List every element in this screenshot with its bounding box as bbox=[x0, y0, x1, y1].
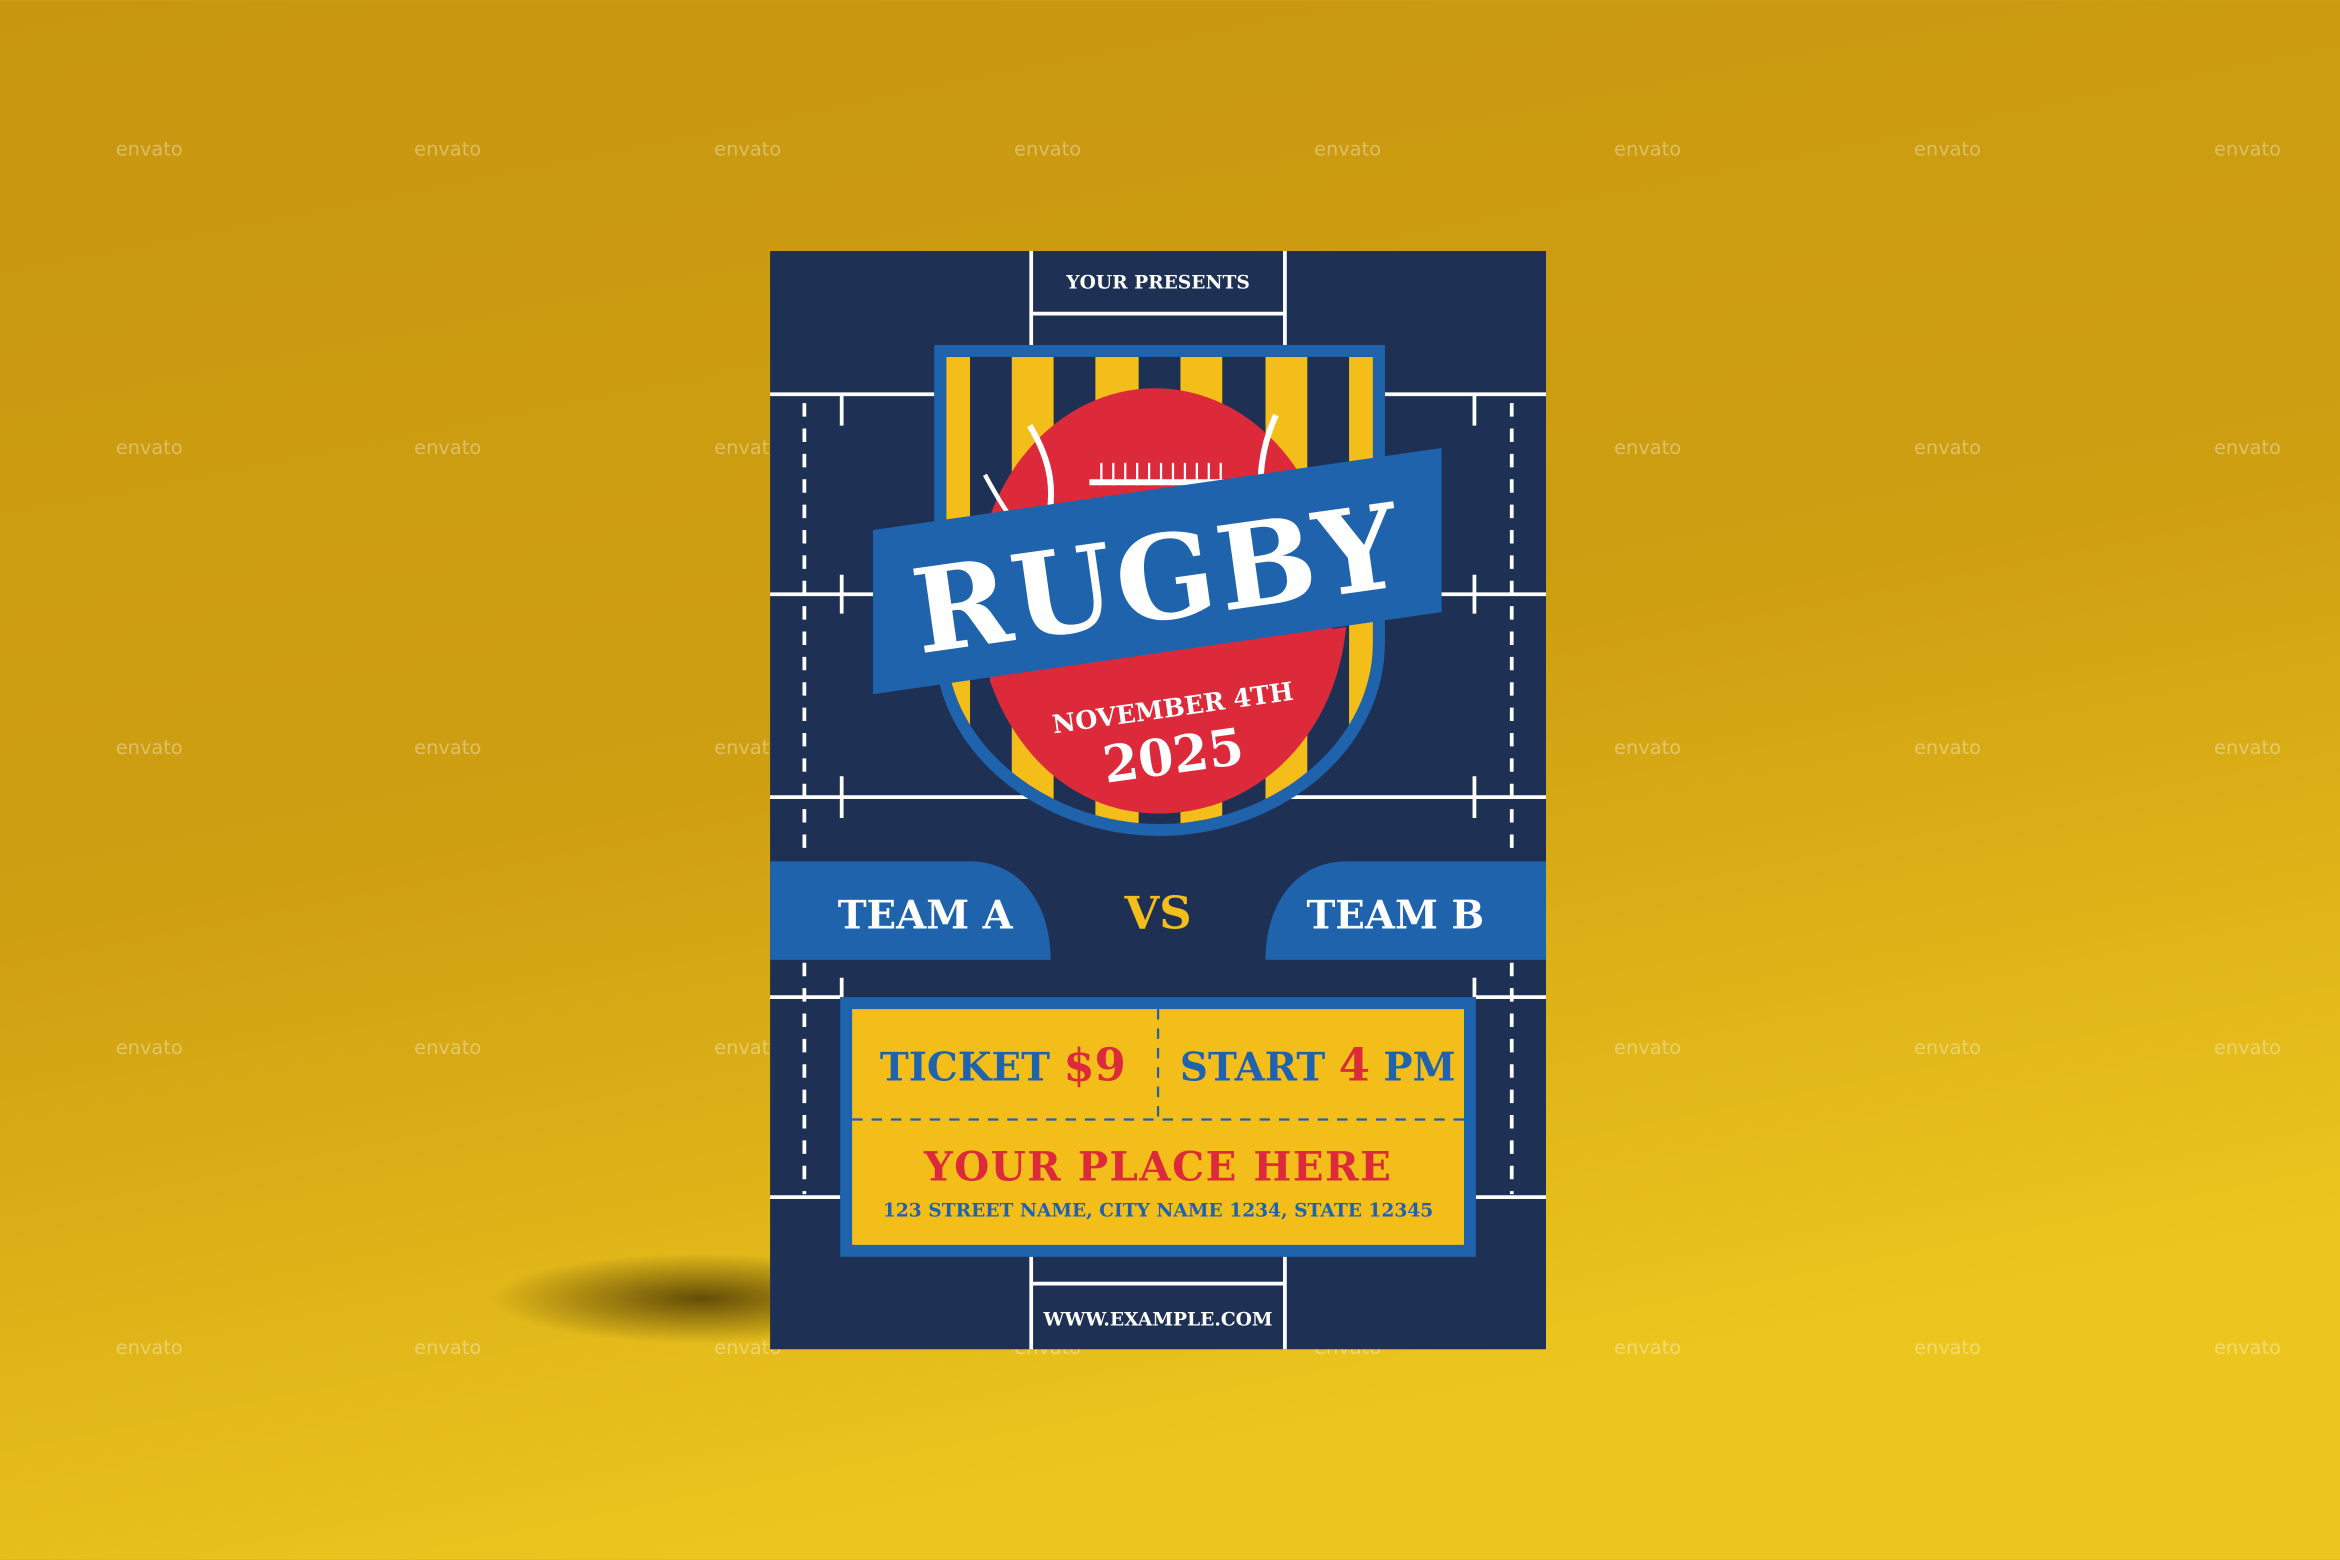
watermark: envato bbox=[414, 1336, 481, 1359]
watermark: envato bbox=[414, 436, 481, 459]
team-b-tab bbox=[1265, 861, 1547, 960]
start-info: START 4 PM bbox=[1180, 1039, 1456, 1092]
watermark: envato bbox=[116, 1036, 183, 1059]
watermark: envato bbox=[116, 436, 183, 459]
website: WWW.EXAMPLE.COM bbox=[1043, 1308, 1273, 1330]
team-a: TEAM A bbox=[838, 893, 1014, 938]
watermark: envato bbox=[116, 1336, 183, 1359]
watermark: envato bbox=[1914, 736, 1981, 759]
ticket-label: TICKET bbox=[880, 1046, 1050, 1091]
watermark: envato bbox=[2214, 1036, 2281, 1059]
team-b: TEAM B bbox=[1306, 893, 1484, 938]
start-time: 4 bbox=[1339, 1039, 1370, 1092]
watermark: envato bbox=[1614, 436, 1681, 459]
watermark: envato bbox=[2214, 137, 2281, 160]
watermark: envato bbox=[714, 436, 781, 459]
watermark: envato bbox=[1914, 436, 1981, 459]
flyer: RUGBY NOVEMBER 4TH 2025 YOUR PRESENTS TE… bbox=[770, 250, 1547, 1350]
watermark: envato bbox=[1914, 1036, 1981, 1059]
watermark: envato bbox=[414, 137, 481, 160]
field-lines bbox=[770, 250, 1547, 1350]
watermark: envato bbox=[116, 736, 183, 759]
watermark: envato bbox=[1614, 736, 1681, 759]
watermark: envato bbox=[1014, 137, 1081, 160]
start-suffix: PM bbox=[1383, 1046, 1455, 1091]
watermark: envato bbox=[1614, 1336, 1681, 1359]
venue: YOUR PLACE HERE bbox=[923, 1143, 1392, 1191]
watermark: envato bbox=[116, 137, 183, 160]
ticket-price: $9 bbox=[1063, 1039, 1125, 1092]
address: 123 STREET NAME, CITY NAME 1234, STATE 1… bbox=[883, 1200, 1433, 1222]
watermark: envato bbox=[2214, 736, 2281, 759]
watermark: envato bbox=[714, 137, 781, 160]
watermark: envato bbox=[1314, 137, 1381, 160]
watermark: envato bbox=[1614, 137, 1681, 160]
watermark: envato bbox=[2214, 436, 2281, 459]
watermark: envato bbox=[714, 1036, 781, 1059]
watermark: envato bbox=[414, 1036, 481, 1059]
team-a-tab bbox=[770, 861, 1051, 960]
watermark: envato bbox=[1614, 1036, 1681, 1059]
watermark: envato bbox=[1914, 137, 1981, 160]
watermark: envato bbox=[1914, 1336, 1981, 1359]
watermark: envato bbox=[414, 736, 481, 759]
presenter: YOUR PRESENTS bbox=[1065, 271, 1250, 293]
ticket-info: TICKET $9 bbox=[880, 1039, 1126, 1092]
start-label: START bbox=[1180, 1046, 1325, 1091]
watermark: envato bbox=[714, 736, 781, 759]
versus: VS bbox=[1124, 886, 1192, 939]
watermark: envato bbox=[714, 1336, 781, 1359]
watermark: envato bbox=[2214, 1336, 2281, 1359]
